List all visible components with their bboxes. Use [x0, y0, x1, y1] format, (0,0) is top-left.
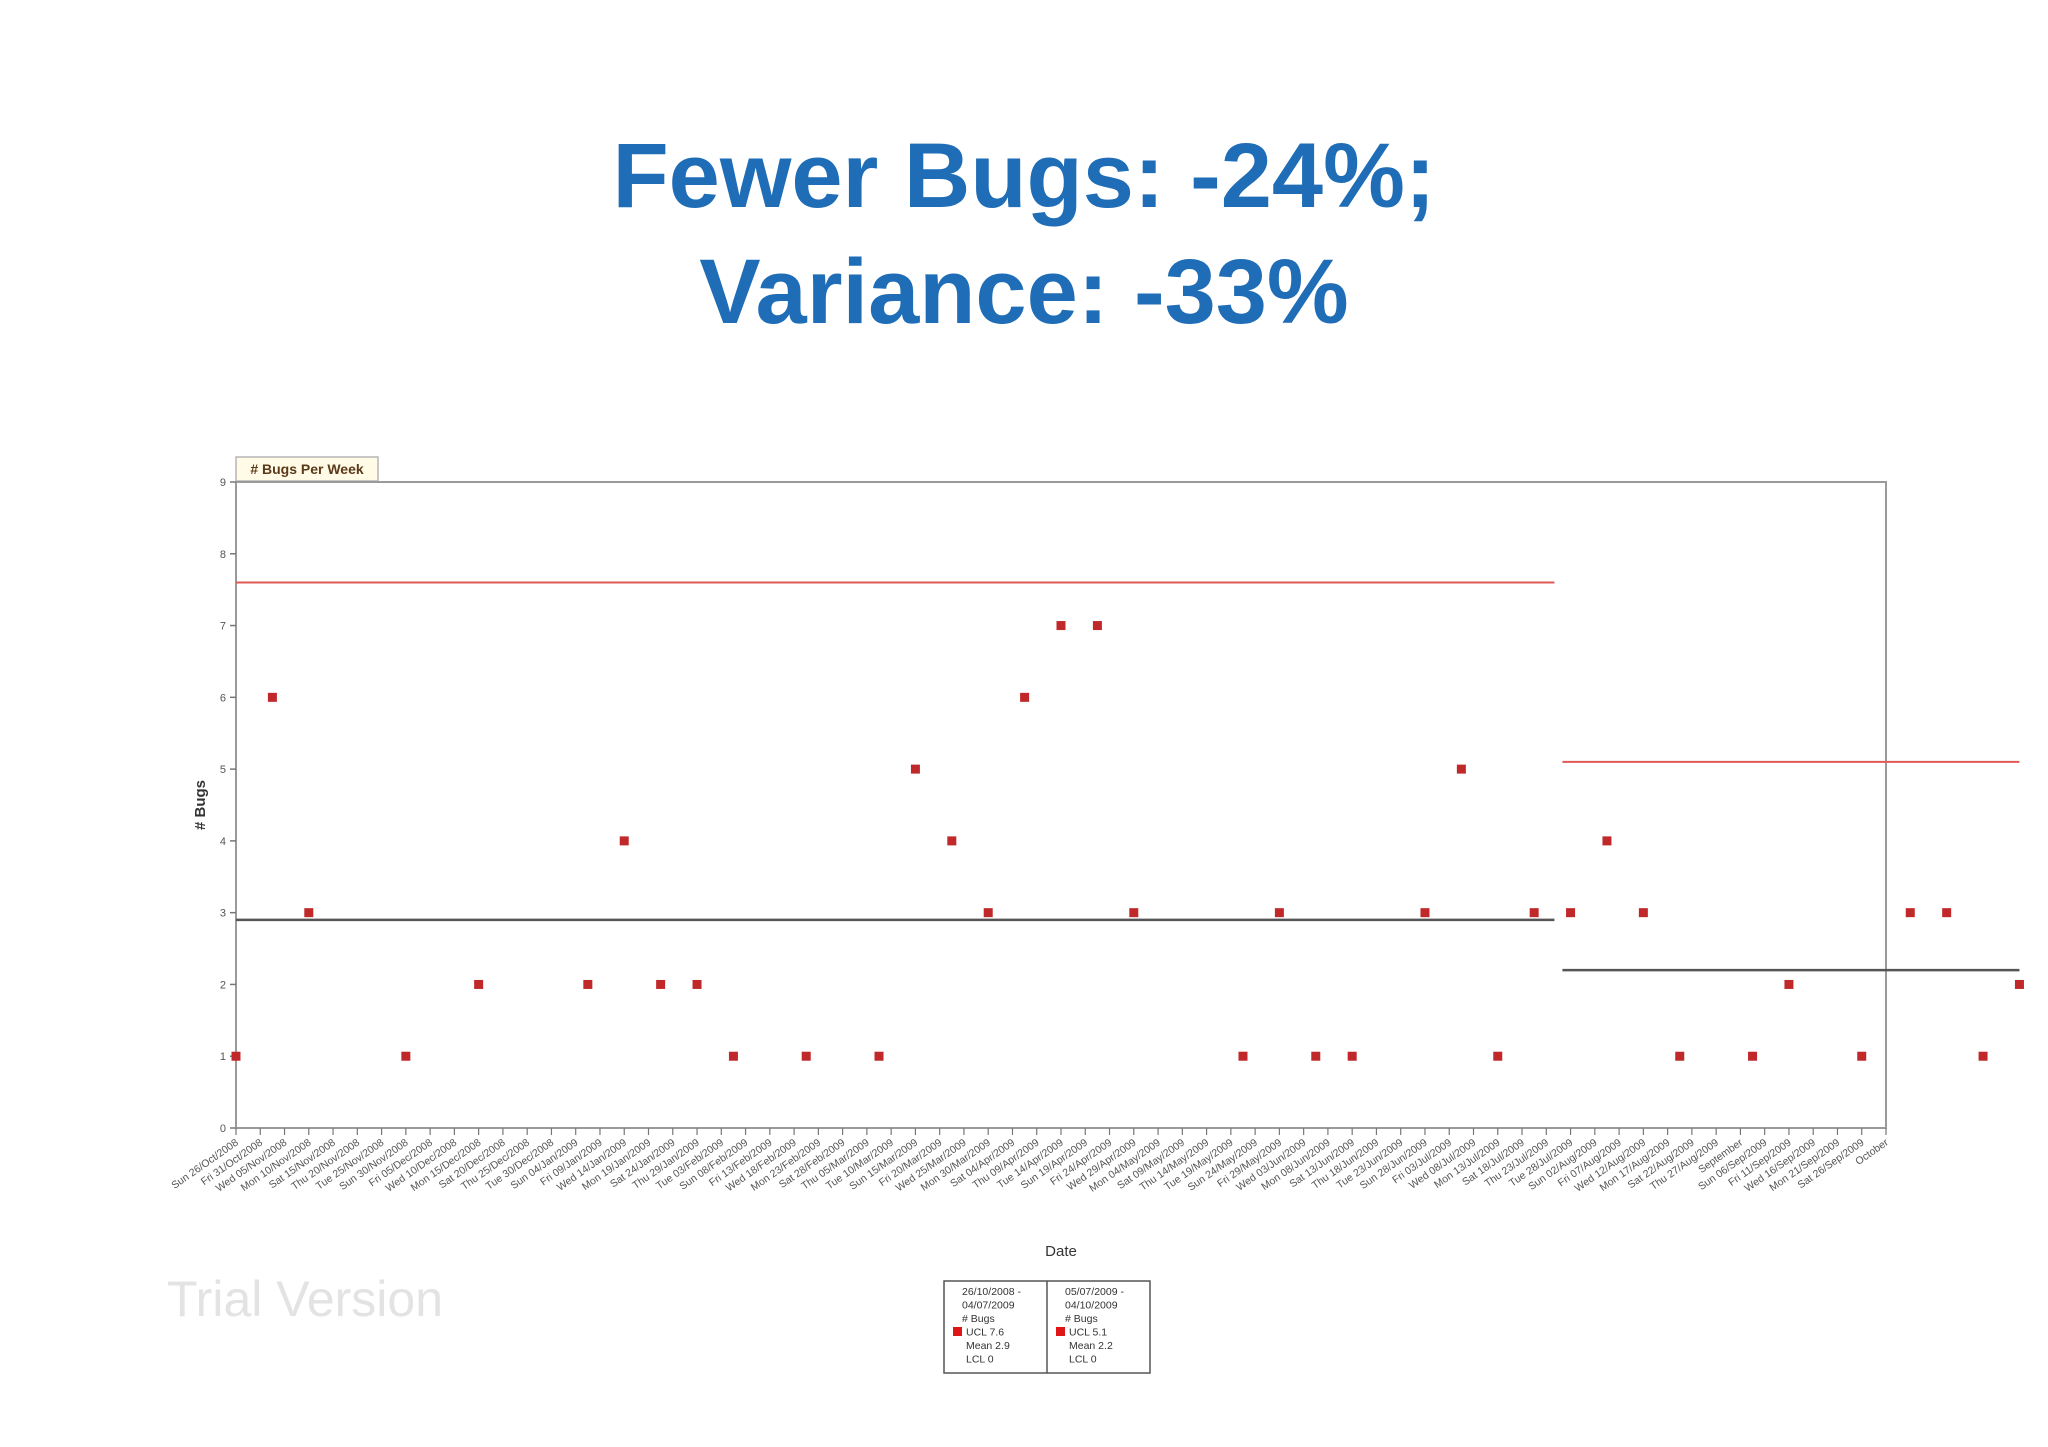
data-point	[1493, 1051, 1503, 1061]
data-point	[728, 1051, 738, 1061]
y-tick-label: 9	[220, 477, 226, 489]
data-point	[1420, 908, 1430, 918]
data-point	[304, 908, 314, 918]
y-tick-label: 8	[220, 549, 226, 561]
data-point	[1748, 1051, 1758, 1061]
data-point	[401, 1051, 411, 1061]
y-tick-label: 0	[220, 1123, 226, 1135]
data-point	[1274, 908, 1284, 918]
title-line-1: Fewer Bugs: -24%;	[612, 125, 1436, 227]
data-point	[1311, 1051, 1321, 1061]
data-point	[267, 692, 277, 702]
data-point	[1638, 908, 1648, 918]
chart-tab: # Bugs Per Week	[235, 456, 379, 482]
data-point	[1857, 1051, 1867, 1061]
data-point	[1529, 908, 1539, 918]
data-point	[1942, 908, 1952, 918]
y-tick-label: 6	[220, 692, 226, 704]
legend-text: UCL 7.6	[966, 1327, 1004, 1339]
data-points	[231, 621, 2024, 1061]
data-point	[1675, 1051, 1685, 1061]
data-point	[1602, 836, 1612, 846]
page-title: Fewer Bugs: -24%; Variance: -33%	[0, 118, 2048, 350]
data-point	[1566, 908, 1576, 918]
y-tick-label: 1	[220, 1051, 226, 1063]
legend-marker	[953, 1327, 962, 1336]
data-point	[910, 764, 920, 774]
data-point	[1238, 1051, 1248, 1061]
x-axis-title: Date	[1045, 1243, 1077, 1260]
data-point	[692, 979, 702, 989]
legend-text: # Bugs	[962, 1313, 995, 1325]
legend-text: LCL 0	[966, 1354, 994, 1366]
data-point	[474, 979, 484, 989]
data-point	[231, 1051, 241, 1061]
y-axis-title: # Bugs	[192, 780, 209, 830]
plot-frame	[235, 481, 1887, 1129]
legend-text: 05/07/2009 -	[1065, 1286, 1124, 1298]
data-point	[619, 836, 629, 846]
data-point	[1020, 692, 1030, 702]
y-tick-label: 2	[220, 979, 226, 991]
data-point	[656, 979, 666, 989]
data-point	[1129, 908, 1139, 918]
legend-text: 26/10/2008 -	[962, 1286, 1021, 1298]
legend-text: 04/10/2009	[1065, 1300, 1118, 1312]
data-point	[1056, 621, 1066, 631]
title-line-2: Variance: -33%	[699, 241, 1349, 343]
data-point	[874, 1051, 884, 1061]
data-point	[1456, 764, 1466, 774]
control-limit-lines	[236, 581, 2020, 972]
data-point	[1784, 979, 1794, 989]
data-point	[801, 1051, 811, 1061]
legend-text: 04/07/2009	[962, 1300, 1015, 1312]
data-point	[983, 908, 993, 918]
legend-text: UCL 5.1	[1069, 1327, 1107, 1339]
y-tick-label: 3	[220, 908, 226, 920]
chart-tab-label: # Bugs Per Week	[250, 461, 364, 477]
data-point	[583, 979, 593, 989]
legend-text: Mean 2.2	[1069, 1340, 1113, 1352]
y-tick-label: 5	[220, 764, 226, 776]
data-point	[1092, 621, 1102, 631]
y-tick-label: 7	[220, 621, 226, 633]
data-point	[1978, 1051, 1988, 1061]
y-axis: 0 1 2 3 4 5 6 7 8 9	[220, 477, 236, 1135]
legend-text: LCL 0	[1069, 1354, 1097, 1366]
y-tick-label: 4	[220, 836, 226, 848]
data-point	[947, 836, 957, 846]
trial-version-watermark: Trial Version	[167, 1271, 444, 1327]
legend-text: # Bugs	[1065, 1313, 1098, 1325]
data-point	[1347, 1051, 1357, 1061]
legend-marker	[1056, 1327, 1065, 1336]
data-point	[2014, 979, 2024, 989]
legend-text: Mean 2.9	[966, 1340, 1010, 1352]
data-point	[1905, 908, 1915, 918]
